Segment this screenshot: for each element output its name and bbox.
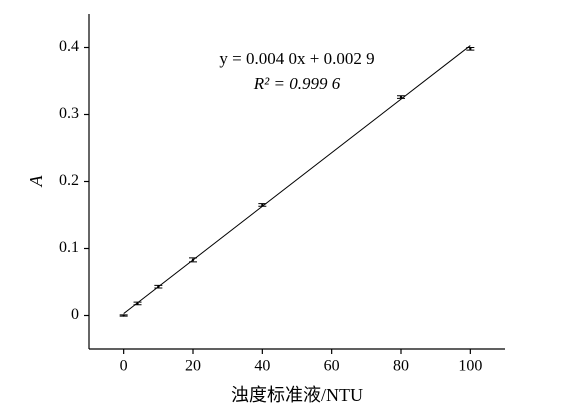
data-point — [261, 203, 264, 207]
y-axis-label: A — [26, 175, 46, 188]
y-tick-label: 0.1 — [59, 239, 79, 256]
y-tick-label: 0.3 — [59, 105, 79, 122]
x-tick-label: 60 — [324, 358, 340, 375]
y-tick-label: 0.4 — [59, 38, 79, 55]
fit-line — [123, 45, 471, 314]
r-squared: R² = 0.999 6 — [253, 74, 341, 93]
y-tick-label: 0 — [71, 306, 79, 323]
x-axis-label: 浊度标准液/NTU — [231, 385, 363, 405]
data-point — [122, 314, 125, 317]
data-point — [157, 285, 160, 288]
data-point — [136, 302, 139, 305]
x-tick-label: 20 — [185, 358, 201, 375]
x-tick-label: 0 — [120, 358, 128, 375]
data-point — [469, 47, 472, 51]
x-tick-label: 100 — [458, 358, 482, 375]
x-tick-label: 40 — [254, 358, 270, 375]
data-point — [191, 258, 195, 262]
x-tick-label: 80 — [393, 358, 409, 375]
data-point — [399, 95, 403, 99]
equation: y = 0.004 0x + 0.002 9 — [219, 49, 374, 68]
y-tick-label: 0.2 — [59, 172, 79, 189]
